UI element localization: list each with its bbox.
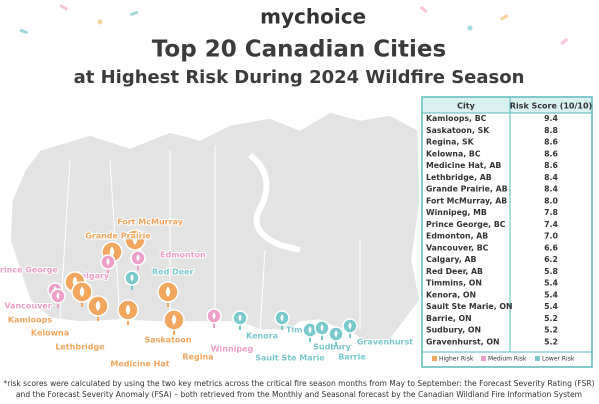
legend: Higher Risk Medium Risk Lower Risk — [432, 356, 575, 363]
city-label: Winnipeg — [211, 345, 254, 354]
flame-icon — [308, 326, 312, 334]
city-label: Regina — [182, 353, 213, 362]
legend-swatch — [432, 356, 437, 361]
score-cell: 8.6 — [544, 138, 558, 147]
legend-swatch — [481, 356, 486, 361]
city-label: Sault Ste Marie — [255, 354, 325, 363]
city-cell: Medicine Hat, AB — [426, 161, 501, 170]
score-cell: 7.4 — [544, 220, 558, 229]
city-cell: Prince George, BC — [426, 220, 506, 229]
footnote: and the Forecast Severity Anomaly (FSA) … — [16, 390, 582, 399]
score-cell: 8.4 — [544, 173, 558, 182]
table-rows: Kamloops, BC 9.4 Saskatoon, SK 8.8 Regina, S… — [426, 114, 558, 346]
flame-icon — [320, 324, 324, 332]
flame-icon — [171, 314, 177, 325]
city-label: Medicine Hat — [110, 360, 169, 369]
city-label: Sudbury — [313, 343, 352, 352]
brand-choice: choice — [294, 5, 366, 29]
city-cell: Winnipeg, MB — [426, 208, 487, 217]
flame-icon — [348, 322, 352, 330]
city-label: Calgary — [75, 272, 110, 281]
score-cell: 5.2 — [544, 314, 558, 323]
city-label: Vancouver — [4, 302, 51, 311]
score-cell: 5.4 — [544, 290, 558, 299]
flame-icon — [106, 258, 110, 266]
flame-icon — [95, 300, 101, 311]
flame-icon — [212, 312, 216, 320]
legend-label: Lower Risk — [542, 356, 575, 363]
city-cell: Sault Ste Marie, ON — [426, 302, 513, 311]
score-cell: 5.8 — [544, 267, 558, 276]
flame-icon — [56, 292, 60, 300]
city-label: Red Deer — [152, 268, 194, 277]
city-cell: Calgary, AB — [426, 255, 477, 264]
flame-icon — [125, 304, 131, 315]
legend-swatch — [535, 356, 540, 361]
city-label: Saskatoon — [144, 336, 191, 345]
score-cell: 8.4 — [544, 185, 558, 194]
score-cell: 5.2 — [544, 337, 558, 346]
city-cell: Timmins, ON — [426, 279, 482, 288]
score-cell: 7.8 — [544, 208, 558, 217]
flame-icon — [109, 246, 115, 257]
confetti — [19, 4, 569, 46]
flame-icon — [130, 274, 134, 282]
score-cell: 7.0 — [544, 232, 558, 241]
map-pins: Fort McMurray Grande Prairie Edmonton Red D… — [0, 217, 414, 370]
city-cell: Kelowna, BC — [426, 149, 481, 158]
score-cell: 6.6 — [544, 243, 558, 252]
city-cell: Edmonton, AB — [426, 232, 488, 241]
flame-icon — [132, 234, 138, 245]
city-cell: Barrie, ON — [426, 314, 472, 323]
flame-icon — [165, 286, 171, 297]
title: Top 20 Canadian Cities — [152, 37, 446, 63]
flame-icon — [238, 314, 242, 322]
score-cell: 5.4 — [544, 302, 558, 311]
map — [9, 111, 421, 346]
column-header: City — [457, 102, 475, 111]
score-cell: 5.2 — [544, 326, 558, 335]
city-cell: Kenora, ON — [426, 290, 476, 299]
score-cell: 8.0 — [544, 196, 558, 205]
subtitle: at Highest Risk During 2024 Wildfire Sea… — [74, 67, 525, 88]
city-label: Barrie — [338, 353, 366, 362]
score-cell: 8.6 — [544, 161, 558, 170]
city-cell: Sudbury, ON — [426, 326, 481, 335]
score-cell: 5.4 — [544, 279, 558, 288]
city-cell: Grande Prairie, AB — [426, 185, 508, 194]
score-cell: 6.2 — [544, 255, 558, 264]
city-cell: Vancouver, BC — [426, 243, 489, 252]
city-cell: Regina, SK — [426, 138, 475, 147]
city-label: Gravenhurst — [357, 338, 413, 347]
city-cell: Lethbridge, AB — [426, 173, 492, 182]
city-cell: Saskatoon, SK — [426, 126, 490, 135]
flame-icon — [280, 314, 284, 322]
city-cell: Kamloops, BC — [426, 114, 487, 123]
city-cell: Fort McMurray, AB — [426, 196, 507, 205]
city-label: Lethbridge — [55, 343, 105, 352]
city-label: Fort McMurray — [117, 218, 184, 227]
flame-icon — [79, 286, 85, 297]
flame-icon — [334, 330, 338, 338]
legend-label: Higher Risk — [439, 356, 474, 363]
score-cell: 8.6 — [544, 149, 558, 158]
risk-table: City Risk Score (10/10) — [421, 96, 593, 368]
city-label: Kamloops — [8, 316, 52, 325]
brand-my: my — [260, 5, 294, 29]
city-cell: Gravenhurst, ON — [426, 337, 500, 346]
footnote: *risk scores were calculated by using th… — [3, 379, 594, 388]
legend-label: Medium Risk — [488, 356, 527, 363]
column-header: Risk Score (10/10) — [510, 102, 592, 111]
score-cell: 8.8 — [544, 126, 558, 135]
city-label: Edmonton — [160, 251, 206, 260]
city-cell: Red Deer, AB — [426, 267, 483, 276]
city-label: Prince George — [0, 266, 58, 275]
city-label: Kelowna — [31, 329, 69, 338]
city-label: Grande Prairie — [85, 232, 151, 241]
score-cell: 9.4 — [544, 114, 558, 123]
flame-icon — [136, 254, 140, 262]
city-label: Kenora — [246, 332, 278, 341]
